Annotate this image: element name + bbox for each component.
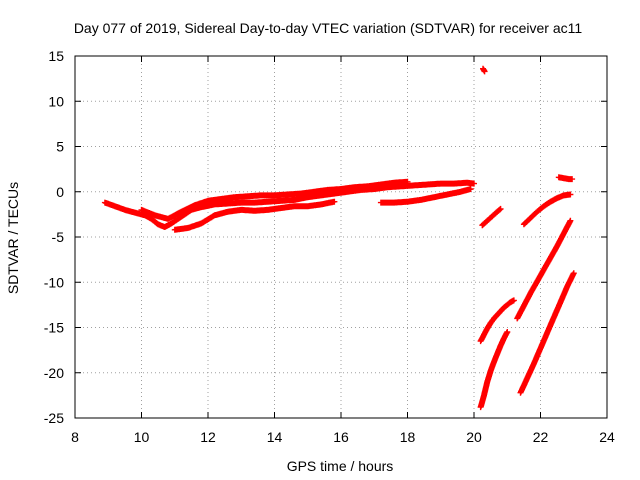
data-series-outlier-top <box>480 65 488 75</box>
y-tick-label: 15 <box>48 48 64 64</box>
plot-area <box>101 65 577 411</box>
x-tick-label: 10 <box>134 429 150 445</box>
x-tick-label: 16 <box>333 429 349 445</box>
data-series-main-trend-lower <box>171 198 338 233</box>
y-tick-label: -15 <box>44 320 64 336</box>
chart-title: Day 077 of 2019, Sidereal Day-to-day VTE… <box>74 20 583 36</box>
data-series-arc-b <box>520 191 574 228</box>
y-tick-label: -5 <box>52 229 65 245</box>
x-tick-label: 20 <box>466 429 482 445</box>
x-tick-label: 8 <box>71 429 79 445</box>
y-tick-label: 5 <box>56 139 64 155</box>
x-tick-label: 24 <box>599 429 615 445</box>
y-tick-label: -20 <box>44 365 64 381</box>
y-tick-label: 0 <box>56 184 64 200</box>
x-tick-label: 12 <box>200 429 216 445</box>
x-tick-label: 18 <box>400 429 416 445</box>
y-axis-label: SDTVAR / TECUs <box>5 182 21 294</box>
data-series-arc-c <box>555 174 576 183</box>
x-tick-label: 14 <box>267 429 283 445</box>
x-tick-label: 22 <box>533 429 549 445</box>
data-series-steep-a <box>477 297 517 345</box>
grid <box>75 56 607 418</box>
axes: 8 10 12 14 16 18 20 22 24 15 10 5 0 -5 -10 -15 -20 -25 <box>44 48 615 445</box>
y-tick-label: -25 <box>44 410 64 426</box>
y-tick-label: 10 <box>48 93 64 109</box>
y-tick-label: -10 <box>44 274 64 290</box>
x-axis-label: GPS time / hours <box>287 458 394 474</box>
data-series-arc-a <box>479 205 504 229</box>
data-series-lower-branch-18-20 <box>377 186 474 206</box>
data-series-steep-c <box>514 217 574 322</box>
data-series-steep-b <box>477 329 511 411</box>
data-series-main-trend-upper <box>138 178 411 222</box>
data-series-main-trend <box>101 179 477 230</box>
data-series-steep-d <box>517 270 577 396</box>
